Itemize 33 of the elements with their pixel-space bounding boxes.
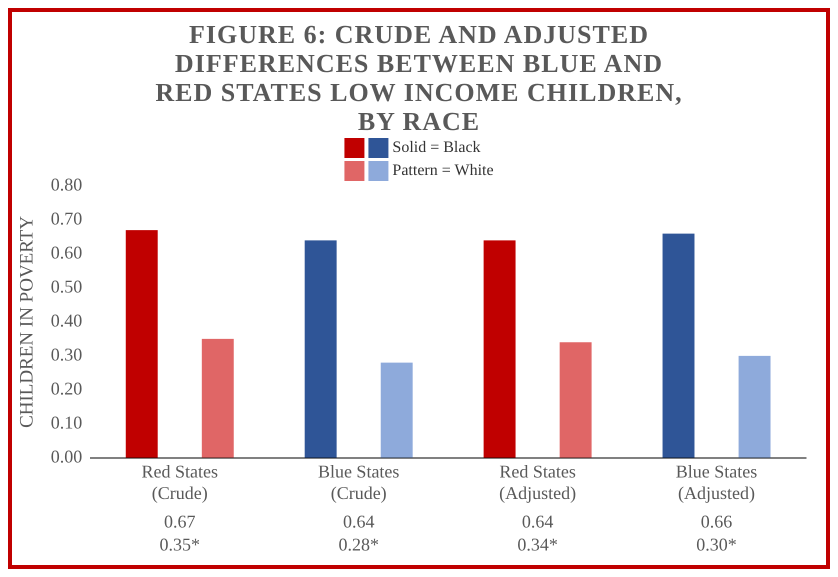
y-tick-label: 0.20 bbox=[50, 378, 82, 399]
data-label: 0.66 bbox=[700, 512, 732, 532]
y-tick-label: 0.70 bbox=[50, 208, 82, 229]
data-label: 0.64 bbox=[342, 512, 374, 532]
bar bbox=[484, 240, 516, 458]
data-label: 0.28* bbox=[338, 534, 379, 555]
x-tick-label: Blue States (Adjusted) bbox=[676, 461, 758, 503]
y-tick-label: 0.60 bbox=[50, 242, 82, 263]
x-tick-label: Red States (Crude) bbox=[142, 461, 218, 503]
bar bbox=[126, 230, 158, 458]
y-tick-label: 0.10 bbox=[50, 412, 82, 433]
y-tick-label: 0.30 bbox=[50, 344, 82, 365]
y-axis-title: CHILDREN IN POVERTY bbox=[16, 216, 38, 428]
data-label: 0.67 bbox=[164, 512, 196, 532]
data-label: 0.34* bbox=[517, 534, 558, 555]
x-tick-label: Red States (Adjusted) bbox=[499, 461, 576, 503]
y-tick-label: 0.40 bbox=[50, 310, 82, 331]
x-tick-label: Blue States (Crude) bbox=[318, 461, 400, 503]
bar bbox=[304, 240, 337, 458]
legend-label: Solid = Black bbox=[392, 138, 481, 156]
bar bbox=[202, 338, 234, 458]
data-label: 0.30* bbox=[696, 534, 737, 555]
bar bbox=[560, 342, 592, 458]
legend-label: Pattern = White bbox=[392, 162, 494, 180]
bar bbox=[738, 356, 771, 458]
data-label: 0.35* bbox=[160, 534, 200, 555]
data-label: 0.64 bbox=[522, 512, 554, 532]
bar bbox=[662, 234, 694, 458]
y-tick-label: 0.50 bbox=[50, 276, 82, 297]
y-tick-label: 0.80 bbox=[50, 174, 82, 195]
chart-title: FIGURE 6: CRUDE AND ADJUSTED DIFFERENCES BETWEEN BLUE AND RED STATES LOW INCOME CHILDREN, BY RACE bbox=[154, 19, 684, 136]
bar bbox=[380, 362, 413, 458]
y-tick-label: 0.00 bbox=[50, 446, 82, 467]
